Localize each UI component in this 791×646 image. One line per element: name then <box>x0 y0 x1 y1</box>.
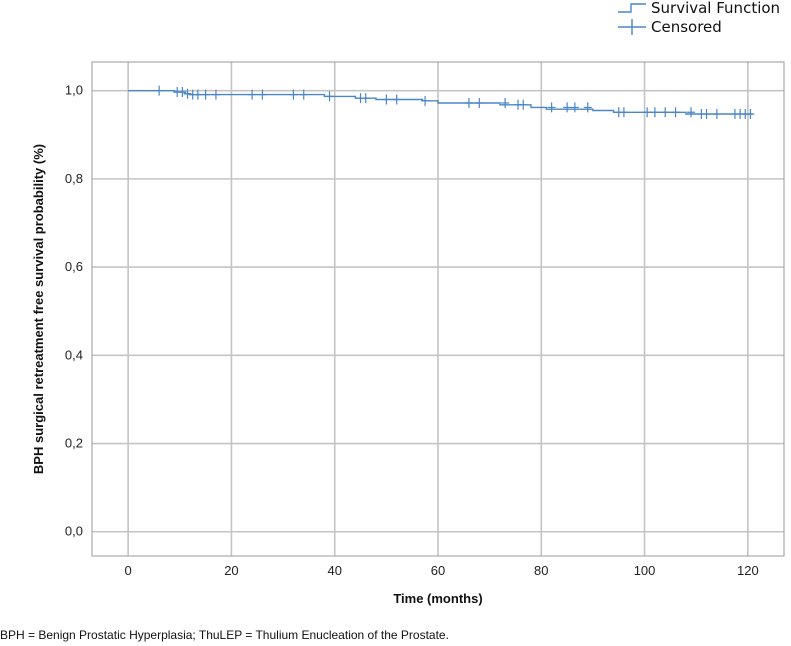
censored-marker <box>201 89 210 100</box>
censored-marker <box>746 109 755 120</box>
censored-marker <box>421 95 430 106</box>
x-tick-label: 100 <box>634 563 656 578</box>
censored-marker <box>289 89 298 100</box>
y-tick-label: 1,0 <box>65 83 83 98</box>
censored-marker <box>248 89 257 100</box>
censored-marker <box>193 89 202 100</box>
x-tick-label: 120 <box>737 563 759 578</box>
legend-survival-swatch <box>618 3 646 13</box>
legend: Survival Function Censored <box>618 0 780 36</box>
km-survival-chart: 0 20 40 60 80 100 120 0,0 0,2 0,4 0,6 0,8 1,0 Time (… <box>31 0 785 606</box>
censored-marker <box>563 102 572 113</box>
x-tick-label: 0 <box>125 563 132 578</box>
y-tick-label: 0,4 <box>65 347 83 362</box>
censored-marker <box>361 93 370 104</box>
legend-censored-swatch <box>618 19 646 35</box>
censored-marker <box>155 85 164 96</box>
grid-lines <box>92 62 784 556</box>
censored-marker <box>501 98 510 109</box>
censored-marker <box>702 109 711 120</box>
censored-marker <box>178 86 187 97</box>
legend-censored-label: Censored <box>651 18 722 36</box>
censored-marker <box>661 107 670 118</box>
censored-marker <box>299 89 308 100</box>
footnote: BPH = Benign Prostatic Hyperplasia; ThuL… <box>0 628 449 642</box>
censored-marker <box>583 102 592 113</box>
censored-marker <box>258 89 267 100</box>
y-tick-label: 0,8 <box>65 171 83 186</box>
plot-frame <box>91 61 785 557</box>
series-layer <box>128 85 755 120</box>
survival-function-line <box>128 90 753 115</box>
censored-marker <box>671 107 680 118</box>
censored-marker <box>464 98 473 109</box>
axis-ticks: 0 20 40 60 80 100 120 0,0 0,2 0,4 0,6 0,8 1,0 <box>65 83 759 578</box>
censored-marker <box>643 107 652 118</box>
y-axis-title: BPH surgical retreatment free survival p… <box>31 144 46 474</box>
censored-marker <box>650 107 659 118</box>
y-tick-label: 0,2 <box>65 436 83 451</box>
censored-marker <box>519 99 528 110</box>
censored-marker <box>183 88 192 99</box>
censored-marker <box>211 89 220 100</box>
x-tick-label: 80 <box>534 563 548 578</box>
censored-marker <box>382 94 391 105</box>
y-tick-label: 0,6 <box>65 259 83 274</box>
x-tick-label: 60 <box>431 563 445 578</box>
censored-marker <box>325 91 334 102</box>
legend-survival-label: Survival Function <box>651 0 780 17</box>
censored-marker <box>392 94 401 105</box>
x-axis-title: Time (months) <box>393 591 482 606</box>
censored-marker <box>475 98 484 109</box>
y-tick-label: 0,0 <box>65 524 83 539</box>
censored-marker <box>619 107 628 118</box>
censored-marker <box>570 102 579 113</box>
x-tick-label: 40 <box>327 563 341 578</box>
censored-marker <box>547 102 556 113</box>
x-tick-label: 20 <box>224 563 238 578</box>
censored-marker <box>687 107 696 118</box>
censored-marker <box>712 109 721 120</box>
